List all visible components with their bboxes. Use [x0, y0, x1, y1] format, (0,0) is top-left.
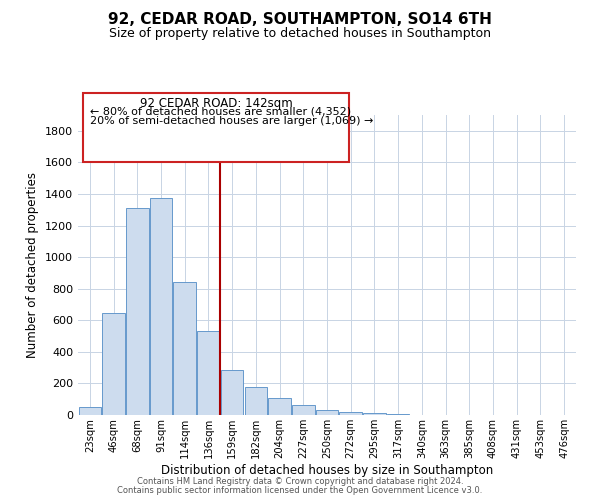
Text: Contains HM Land Registry data © Crown copyright and database right 2024.: Contains HM Land Registry data © Crown c… — [137, 477, 463, 486]
Bar — [150, 198, 172, 415]
Text: Contains public sector information licensed under the Open Government Licence v3: Contains public sector information licen… — [118, 486, 482, 495]
Text: 92, CEDAR ROAD, SOUTHAMPTON, SO14 6TH: 92, CEDAR ROAD, SOUTHAMPTON, SO14 6TH — [108, 12, 492, 28]
Bar — [268, 398, 291, 415]
Text: 92 CEDAR ROAD: 142sqm: 92 CEDAR ROAD: 142sqm — [140, 97, 293, 110]
Bar — [79, 407, 101, 415]
Bar — [197, 332, 220, 415]
Bar — [221, 370, 244, 415]
Bar — [387, 414, 409, 415]
Bar — [340, 412, 362, 415]
Text: Size of property relative to detached houses in Southampton: Size of property relative to detached ho… — [109, 28, 491, 40]
Text: ← 80% of detached houses are smaller (4,352): ← 80% of detached houses are smaller (4,… — [91, 107, 352, 117]
FancyBboxPatch shape — [83, 92, 349, 162]
Bar — [103, 313, 125, 415]
Bar — [292, 404, 314, 415]
Bar — [363, 413, 386, 415]
Bar — [316, 410, 338, 415]
Bar — [245, 386, 267, 415]
Y-axis label: Number of detached properties: Number of detached properties — [26, 172, 40, 358]
Bar — [126, 208, 149, 415]
Text: 20% of semi-detached houses are larger (1,069) →: 20% of semi-detached houses are larger (… — [91, 116, 374, 126]
X-axis label: Distribution of detached houses by size in Southampton: Distribution of detached houses by size … — [161, 464, 493, 476]
Bar — [173, 282, 196, 415]
